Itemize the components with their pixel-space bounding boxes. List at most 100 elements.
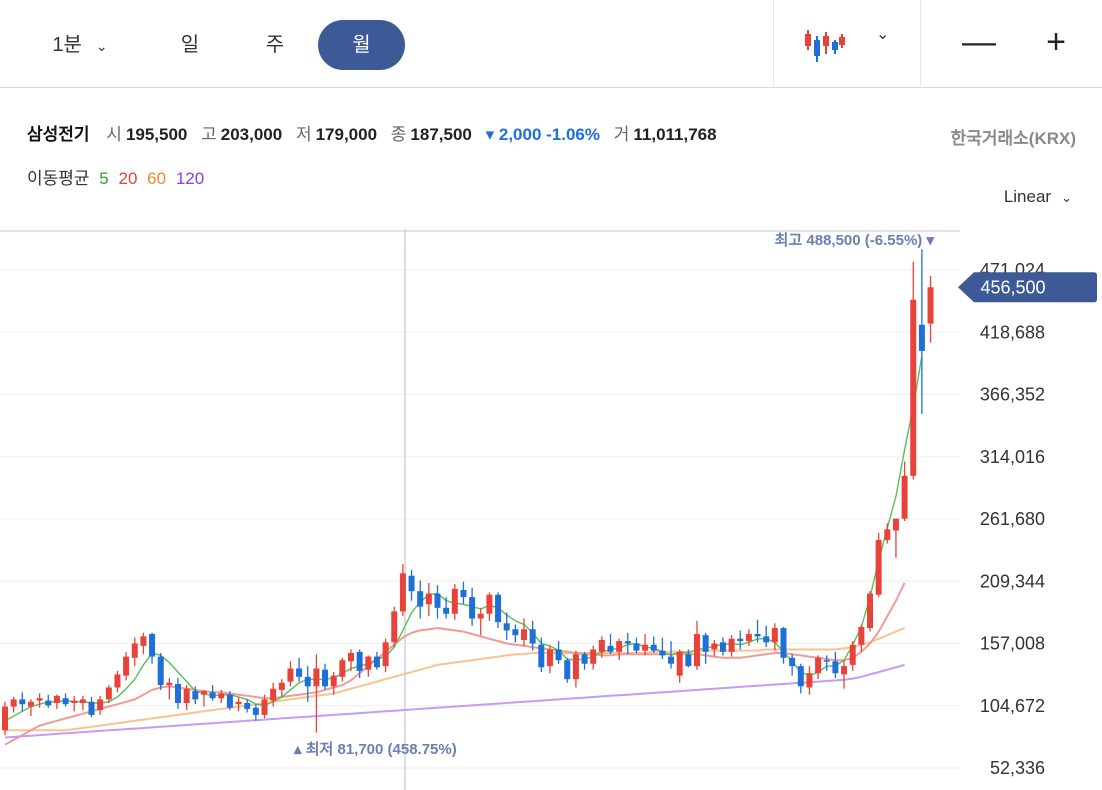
candle-body — [209, 692, 216, 699]
close-label: 종 — [390, 125, 407, 144]
candle — [425, 582, 432, 617]
candle — [642, 633, 649, 656]
zoom-in-button[interactable]: + — [1046, 23, 1066, 61]
current-price-marker: 456,500 — [958, 272, 1097, 303]
ma-legend-60[interactable]: 60 — [147, 169, 167, 188]
candle — [270, 682, 277, 707]
ma-legend-120[interactable]: 120 — [175, 169, 205, 188]
candle — [512, 624, 519, 643]
y-axis: 471,024418,688366,352314,016261,680209,3… — [980, 260, 1045, 778]
candle — [53, 694, 60, 709]
y-tick-label: 261,680 — [980, 509, 1045, 529]
ma20-line — [4, 582, 906, 746]
candle — [460, 581, 467, 605]
candle-body — [79, 699, 86, 703]
candle — [521, 618, 527, 646]
candle — [892, 518, 899, 558]
chevron-down-icon: ⌄ — [1061, 190, 1072, 205]
candle — [884, 523, 891, 544]
candle — [365, 655, 372, 677]
candle — [572, 650, 579, 688]
candle — [62, 693, 69, 707]
candle-body — [659, 650, 666, 656]
candle-body — [339, 660, 346, 677]
candle-body — [157, 656, 164, 686]
candle-body — [867, 593, 873, 629]
candle-body — [183, 688, 190, 703]
current-price-label: 456,500 — [980, 277, 1045, 297]
candle-body — [19, 699, 26, 705]
candle — [754, 619, 761, 643]
candle — [503, 612, 510, 640]
candle-body — [728, 638, 735, 652]
y-tick-label: 209,344 — [980, 571, 1045, 591]
divider — [773, 0, 774, 88]
candle — [910, 261, 917, 480]
candle — [192, 686, 199, 705]
scale-dropdown[interactable]: Linear ⌄ — [1004, 187, 1072, 207]
ma-legend-20[interactable]: 20 — [118, 169, 138, 188]
candle-body — [918, 324, 925, 351]
candle-body — [131, 643, 138, 658]
candle — [806, 666, 813, 695]
candle — [763, 625, 770, 648]
period-minute-dropdown[interactable]: 1분 ⌄ — [30, 20, 130, 70]
y-tick-label: 314,016 — [980, 447, 1045, 467]
period-day-tab[interactable]: 일 — [180, 34, 200, 56]
candle-body — [598, 639, 605, 652]
candle — [79, 695, 86, 711]
candle-body — [875, 540, 882, 595]
candle — [45, 694, 52, 708]
candle — [200, 689, 207, 707]
candle-body — [62, 698, 69, 705]
zoom-out-button[interactable]: — — [962, 23, 996, 61]
candle-body — [495, 594, 502, 623]
candle-body — [564, 660, 571, 680]
candle-body — [36, 698, 43, 701]
volume-value: 11,011,768 — [633, 125, 717, 144]
candle — [408, 569, 415, 601]
candle-body — [27, 701, 34, 707]
candle-body — [373, 656, 380, 668]
open-value: 195,500 — [125, 125, 188, 144]
candle-body — [832, 661, 839, 674]
high-value: 203,000 — [220, 125, 283, 144]
candle-body — [226, 694, 233, 708]
candle — [633, 637, 640, 654]
candle-body — [53, 695, 60, 703]
candlestick-icon[interactable] — [800, 22, 850, 66]
candle — [373, 651, 380, 670]
candle — [252, 704, 259, 721]
candle-body — [408, 575, 415, 592]
ma120-line — [4, 663, 905, 739]
candle — [356, 649, 363, 679]
candle-body — [780, 628, 787, 658]
candle-body — [892, 518, 899, 531]
candle-body — [581, 654, 588, 664]
candle-body — [546, 649, 553, 667]
min-price-annotation: ▴ 최저 81,700 (458.75%) — [293, 740, 457, 758]
candle — [19, 692, 26, 712]
period-month-tab[interactable]: 월 — [318, 20, 405, 70]
candle — [313, 654, 320, 733]
candle — [918, 249, 925, 414]
candle — [616, 638, 623, 661]
candle-body — [399, 573, 406, 612]
candle-body — [858, 626, 865, 645]
candle-body — [10, 699, 17, 707]
candle-body — [460, 589, 467, 598]
ma-legend-5[interactable]: 5 — [99, 169, 109, 188]
candle-body — [149, 633, 156, 657]
candle — [590, 645, 597, 670]
candle — [927, 275, 934, 343]
y-tick-label: 104,672 — [980, 696, 1045, 716]
grid-lines — [0, 269, 960, 769]
candle-body — [218, 693, 225, 699]
moving-average-lines — [4, 355, 923, 746]
chart-type-chevron-down-icon[interactable]: ⌄ — [876, 26, 890, 43]
period-week-tab[interactable]: 주 — [265, 34, 285, 56]
candle-body — [252, 707, 259, 715]
candle-body — [105, 687, 112, 700]
candle — [140, 632, 147, 655]
